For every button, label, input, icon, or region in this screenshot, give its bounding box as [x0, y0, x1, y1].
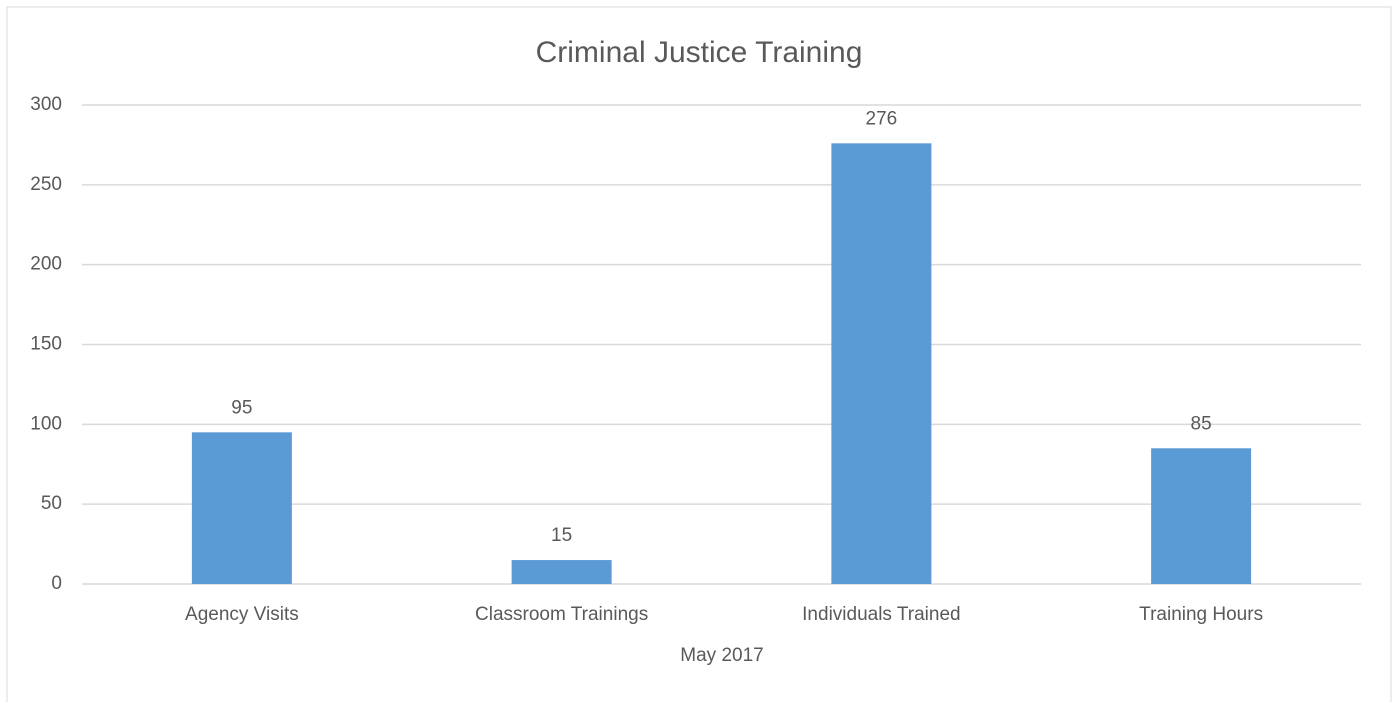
- y-tick-label: 100: [30, 413, 62, 434]
- y-tick-label: 250: [30, 174, 62, 195]
- x-tick-label: Classroom Trainings: [475, 604, 648, 625]
- bar: [831, 143, 932, 584]
- data-label: 15: [551, 525, 572, 546]
- y-tick-label: 150: [30, 334, 62, 355]
- data-label: 85: [1191, 413, 1212, 434]
- x-tick-label: Training Hours: [1139, 604, 1263, 625]
- y-tick-label: 0: [51, 573, 62, 594]
- y-tick-label: 50: [41, 493, 62, 514]
- data-label: 276: [866, 108, 898, 129]
- bar: [191, 432, 292, 584]
- chart-title: Criminal Justice Training: [536, 36, 863, 69]
- x-tick-label: Agency Visits: [185, 604, 299, 625]
- y-tick-label: 200: [30, 254, 62, 275]
- data-label: 95: [231, 397, 252, 418]
- bar: [1151, 448, 1252, 584]
- bar: [511, 560, 612, 584]
- chart-border: [6, 6, 1392, 707]
- x-axis-label: May 2017: [680, 645, 763, 666]
- x-tick-label: Individuals Trained: [802, 604, 960, 625]
- y-tick-label: 300: [30, 94, 62, 115]
